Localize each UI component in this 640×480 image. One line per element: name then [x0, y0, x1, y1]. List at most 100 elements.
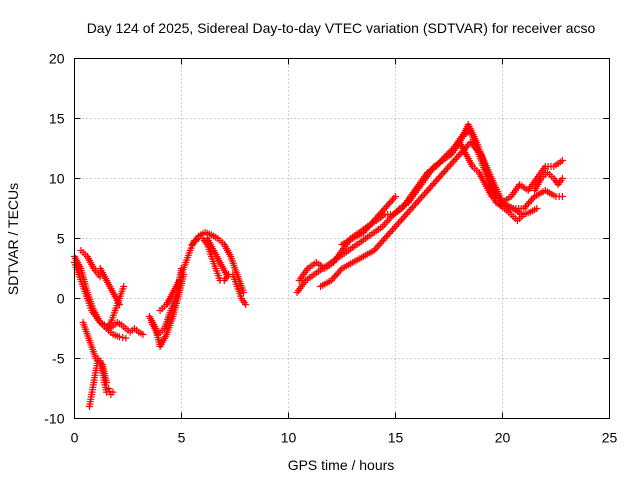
data-point-fill — [373, 243, 381, 251]
data-point-fill — [372, 215, 380, 223]
data-point — [445, 163, 453, 170]
data-point-fill — [473, 145, 481, 153]
data-point-fill — [524, 199, 532, 207]
data-point-fill — [388, 226, 396, 234]
y-tick-label: 5 — [57, 231, 65, 247]
data-point-fill — [433, 176, 441, 184]
data-point-fill — [446, 148, 454, 156]
data-point-fill — [336, 266, 344, 274]
data-point — [222, 271, 230, 278]
data-point-fill — [333, 270, 341, 278]
data-point-fill — [453, 154, 461, 162]
data-point — [240, 289, 248, 296]
data-point-fill — [431, 178, 439, 186]
data-point-fill — [439, 169, 447, 177]
data-point-fill — [395, 219, 403, 227]
data-point — [370, 217, 378, 224]
data-point — [520, 205, 528, 212]
y-tick-label: -5 — [52, 351, 65, 367]
data-point-fill — [387, 198, 395, 206]
data-point-fill — [528, 196, 536, 204]
data-point-fill — [443, 164, 451, 172]
data-point-fill — [401, 212, 409, 220]
data-point-fill — [379, 236, 387, 244]
data-point — [139, 331, 147, 338]
data-point — [122, 334, 130, 342]
data-point-fill — [476, 149, 484, 157]
data-point-fill — [448, 146, 456, 154]
x-tick-label: 0 — [71, 430, 79, 446]
data-point-fill — [440, 168, 448, 176]
data-point — [533, 205, 541, 212]
data-point-fill — [375, 241, 383, 249]
data-point-fill — [442, 151, 450, 159]
data-point-fill — [430, 180, 438, 188]
data-point-fill — [369, 218, 377, 226]
data-point-fill — [444, 150, 452, 158]
data-point-fill — [436, 173, 444, 181]
data-point-fill — [523, 201, 531, 209]
grid — [74, 58, 610, 419]
data-point — [441, 153, 449, 161]
data-point-fill — [385, 199, 393, 207]
data-point-fill — [367, 220, 375, 228]
data-point-fill — [447, 161, 455, 169]
data-point-fill — [378, 208, 386, 216]
data-point-fill — [474, 147, 482, 155]
data-point — [242, 301, 250, 308]
x-tick-label: 25 — [602, 430, 618, 446]
data-point-fill — [364, 223, 372, 231]
y-axis-label: SDTVAR / TECUs — [5, 183, 21, 295]
data-point-fill — [417, 193, 425, 201]
data-point — [413, 199, 421, 206]
data-point-fill — [407, 205, 415, 213]
data-point-fill — [448, 159, 456, 167]
data-point-fill — [378, 238, 386, 246]
y-tick-label: 0 — [57, 291, 65, 307]
data-point-fill — [408, 204, 416, 212]
data-point-fill — [428, 181, 436, 189]
data-point-fill — [382, 233, 390, 241]
data-point — [381, 205, 389, 212]
data-point-fill — [385, 229, 393, 237]
x-tick-label: 10 — [281, 430, 297, 446]
data-point-fill — [427, 183, 435, 191]
data-point-fill — [330, 273, 338, 281]
data-point-fill — [469, 142, 477, 150]
data-point — [466, 139, 474, 146]
data-point-fill — [437, 171, 445, 179]
data-point-fill — [405, 207, 413, 215]
data-point — [558, 193, 566, 200]
data-point-fill — [454, 152, 462, 160]
data-point-fill — [390, 194, 398, 202]
data-point-fill — [376, 240, 384, 248]
data-point-fill — [450, 157, 458, 165]
data-point-fill — [421, 190, 429, 198]
data-point — [402, 211, 410, 218]
data-point-fill — [416, 195, 424, 203]
data-point-fill — [425, 185, 433, 193]
tick-labels: 0 5 10 15 20 25 -10 -5 0 5 10 15 20 — [44, 51, 617, 446]
data-point-fill — [398, 216, 406, 224]
data-point-fill — [387, 228, 395, 236]
data-point — [558, 157, 566, 164]
y-tick-label: -10 — [44, 411, 64, 427]
data-point — [392, 223, 399, 230]
data-point-fill — [335, 268, 343, 276]
data-point — [434, 175, 442, 182]
data-points — [71, 121, 566, 410]
data-point-fill — [373, 213, 381, 221]
data-point — [120, 283, 128, 290]
data-point-fill — [526, 198, 534, 206]
axis-ticks — [74, 58, 610, 419]
data-point-fill — [451, 156, 459, 164]
data-point-fill — [410, 202, 418, 210]
data-point — [327, 277, 335, 284]
data-point — [105, 385, 113, 392]
data-point-fill — [388, 196, 396, 204]
data-point-fill — [393, 221, 401, 229]
data-point-fill — [390, 224, 398, 232]
data-point-fill — [399, 214, 407, 222]
data-point — [370, 247, 378, 254]
data-point — [558, 175, 566, 182]
